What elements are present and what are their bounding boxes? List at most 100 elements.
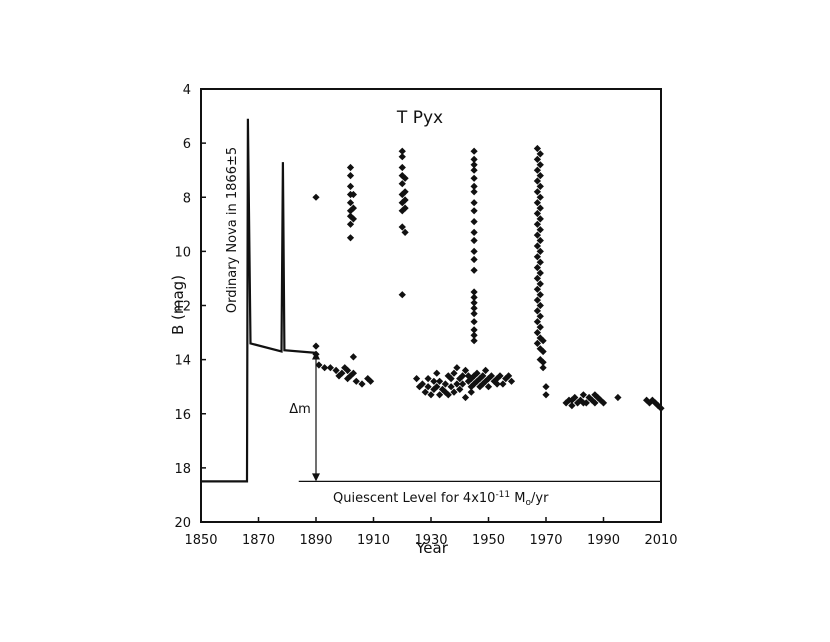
data-point <box>536 193 544 201</box>
data-point <box>470 161 478 169</box>
data-point <box>493 380 501 388</box>
plot-frame <box>200 88 662 523</box>
data-point <box>536 291 544 299</box>
data-point <box>346 182 355 190</box>
data-point <box>344 375 352 383</box>
data-point <box>470 182 478 190</box>
data-point <box>574 399 582 407</box>
data-point <box>470 266 478 274</box>
data-point <box>473 369 481 377</box>
data-point <box>430 385 438 393</box>
data-point <box>579 399 587 407</box>
data-point <box>536 236 544 245</box>
data-point <box>536 172 544 180</box>
delta-m-arrow <box>312 351 320 482</box>
data-point <box>536 247 544 255</box>
data-point <box>476 383 484 391</box>
data-point <box>536 161 544 169</box>
data-point <box>358 380 366 388</box>
data-point <box>470 255 478 264</box>
data-point <box>470 337 478 345</box>
data-point <box>493 375 501 383</box>
data-point <box>591 391 599 399</box>
data-point <box>482 377 490 385</box>
data-point <box>539 364 547 372</box>
data-point <box>487 372 495 380</box>
data-point <box>591 399 599 407</box>
x-tick-label: 1870 <box>242 533 275 548</box>
data-point <box>346 220 355 228</box>
data-point <box>332 366 340 375</box>
data-point <box>349 204 357 212</box>
data-point <box>450 388 458 396</box>
data-point <box>470 372 478 380</box>
data-point <box>453 364 461 372</box>
data-point <box>533 144 541 153</box>
data-point <box>533 155 541 163</box>
x-axis: 1850 1870 1890 1910 1930 1950 1970 1990 2010 <box>184 517 678 548</box>
data-point <box>533 166 541 174</box>
data-point <box>533 253 541 261</box>
data-point <box>444 391 452 399</box>
data-point <box>654 402 662 410</box>
data-point <box>585 393 593 402</box>
data-point <box>597 396 605 404</box>
x-tick-label: 1950 <box>472 533 505 548</box>
data-point <box>533 274 541 282</box>
data-point <box>499 380 507 388</box>
data-point <box>476 375 484 383</box>
data-point <box>461 366 470 375</box>
data-point <box>470 310 478 318</box>
data-point <box>533 285 541 293</box>
data-point <box>542 391 550 399</box>
data-point <box>436 377 444 385</box>
data-point <box>470 228 478 236</box>
data-point <box>398 147 406 155</box>
data-point <box>479 372 487 380</box>
data-point <box>533 188 541 196</box>
data-point <box>568 402 576 410</box>
data-point <box>507 377 516 385</box>
y-tick-label: 4 <box>183 83 191 98</box>
data-point <box>470 247 478 255</box>
y-tick-label: 6 <box>183 137 191 152</box>
data-point <box>346 172 355 180</box>
data-point <box>533 220 541 228</box>
data-point <box>536 269 544 277</box>
data-point <box>533 231 541 239</box>
data-point <box>533 307 541 315</box>
observations <box>312 144 665 412</box>
quiescent-label-exponent: -11 <box>495 490 510 500</box>
data-point <box>349 353 357 361</box>
data-point <box>536 204 544 212</box>
data-point <box>470 188 478 196</box>
x-axis-label: Year <box>415 539 449 557</box>
quiescent-label-sub: o <box>526 498 532 508</box>
data-point <box>536 215 544 223</box>
data-point <box>346 199 355 207</box>
data-point <box>453 380 461 388</box>
data-point <box>539 358 547 366</box>
data-point <box>657 404 665 412</box>
data-point <box>614 393 622 402</box>
data-point <box>349 215 357 223</box>
data-point <box>496 372 504 380</box>
data-point <box>568 396 576 404</box>
data-point <box>470 174 478 182</box>
data-point <box>441 380 449 388</box>
data-point <box>533 209 541 218</box>
x-tick-label: 1890 <box>299 533 332 548</box>
data-point <box>321 364 329 372</box>
data-point <box>562 399 570 407</box>
data-point <box>470 207 478 215</box>
quiescent-label-prefix: Quiescent Level for 4x10 <box>333 491 495 506</box>
data-point <box>413 375 421 383</box>
data-point <box>349 369 357 377</box>
data-point <box>401 174 409 182</box>
data-point <box>533 329 541 337</box>
data-point <box>401 188 409 196</box>
data-point <box>533 242 541 250</box>
data-point <box>312 342 320 350</box>
y-tick-label: 18 <box>174 462 191 477</box>
